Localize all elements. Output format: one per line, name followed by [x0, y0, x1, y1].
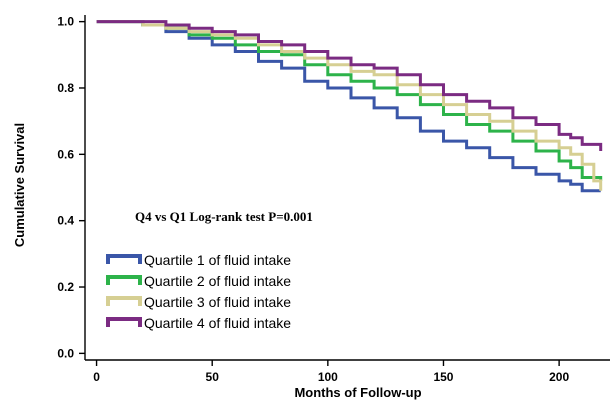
y-tick-label: 0.2: [57, 280, 74, 294]
legend-label-quartile-3: Quartile 3 of fluid intake: [144, 294, 291, 310]
series-line-quartile-1: [96, 20, 601, 193]
x-tick-label: 100: [318, 370, 338, 384]
y-tick-label: 0.8: [57, 81, 74, 95]
y-tick-label: 0.0: [57, 346, 74, 360]
y-axis-title: Cumulative Survival: [12, 123, 27, 247]
legend: Quartile 1 of fluid intake Quartile 2 of …: [106, 252, 291, 331]
series-line-quartile-3: [96, 20, 603, 191]
x-axis-title: Months of Follow-up: [294, 385, 421, 400]
legend-swatch-quartile-4: [106, 317, 142, 327]
legend-swatch-quartile-2: [106, 275, 142, 285]
y-ticks: 0.0 0.2 0.4 0.6 0.8 1.0: [57, 15, 85, 360]
axes: [84, 15, 610, 361]
y-tick-label: 0.6: [57, 147, 74, 161]
x-tick-label: 50: [206, 370, 220, 384]
legend-swatch-quartile-1: [106, 254, 142, 264]
y-tick-label: 1.0: [57, 15, 74, 29]
series-line-quartile-2: [96, 20, 603, 181]
x-tick-label: 0: [93, 370, 100, 384]
x-tick-label: 200: [549, 370, 569, 384]
legend-label-quartile-4: Quartile 4 of fluid intake: [144, 315, 291, 331]
series-layer: [96, 20, 603, 193]
legend-label-quartile-2: Quartile 2 of fluid intake: [144, 273, 291, 289]
series-line-quartile-4: [96, 20, 603, 151]
x-tick-label: 150: [433, 370, 453, 384]
legend-swatch-quartile-3: [106, 296, 142, 306]
x-ticks: 0 50 100 150 200: [93, 360, 569, 384]
logrank-annotation: Q4 vs Q1 Log-rank test P=0.001: [135, 209, 313, 224]
legend-label-quartile-1: Quartile 1 of fluid intake: [144, 252, 291, 268]
y-tick-label: 0.4: [57, 214, 74, 228]
